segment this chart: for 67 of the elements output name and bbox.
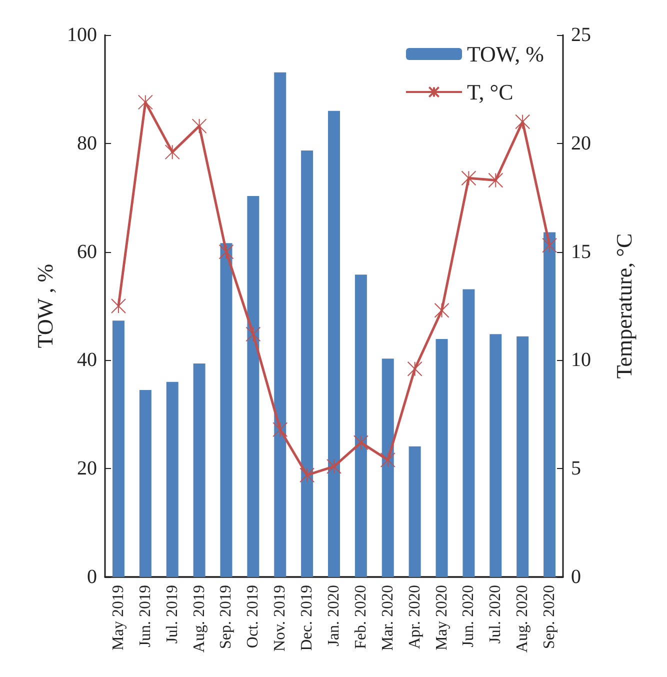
- y2-tick-label: 15: [571, 240, 591, 263]
- legend-label: T, °C: [467, 80, 514, 104]
- bar: [462, 289, 475, 577]
- point: [461, 170, 476, 186]
- bar: [301, 150, 314, 577]
- x-tick-label: Jul. 2020: [487, 585, 504, 644]
- y-tick-label: 80: [77, 132, 97, 154]
- point: [164, 144, 180, 160]
- x-tick-label: Mar. 2020: [379, 585, 396, 651]
- y-tick-label: 0: [87, 566, 97, 588]
- y2-tick-label: 25: [571, 24, 591, 46]
- point: [434, 302, 450, 318]
- y-tick-label: 40: [77, 349, 97, 372]
- point: [110, 298, 126, 314]
- x-tick-label: Sep. 2019: [218, 585, 235, 649]
- y-tick-label: 100: [67, 24, 97, 46]
- y-tick-label: 60: [77, 240, 97, 263]
- point: [515, 114, 530, 130]
- bar: [328, 110, 340, 577]
- x-tick-label: Dec. 2019: [298, 585, 316, 651]
- x-tick-label: Aug. 2019: [190, 585, 208, 653]
- y-axis-title: TOW , %: [32, 264, 58, 348]
- point: [246, 326, 261, 342]
- point: [542, 238, 558, 253]
- x-tick-label: May 2020: [433, 585, 450, 650]
- x-tick-label: Nov. 2019: [272, 585, 289, 652]
- x-tick-label: Jun. 2020: [460, 585, 478, 648]
- bar: [220, 243, 232, 577]
- y2-tick-label: 10: [571, 349, 591, 372]
- bar: [193, 363, 206, 577]
- x-tick-label: May 2019: [110, 585, 127, 650]
- bar: [274, 72, 286, 577]
- x-tick-label: Feb. 2020: [352, 585, 370, 649]
- point: [138, 94, 153, 110]
- bar: [166, 382, 178, 577]
- x-tick-label: Oct. 2019: [244, 585, 262, 648]
- point: [380, 452, 396, 468]
- bar: [544, 232, 556, 577]
- y2-axis-title: Temperature, °C: [612, 233, 636, 379]
- point: [488, 172, 504, 188]
- bar: [112, 320, 124, 577]
- x-tick-label: Jan. 2020: [326, 585, 342, 646]
- bar: [490, 334, 502, 577]
- bar: [354, 274, 367, 577]
- point: [300, 468, 315, 483]
- x-tick-label: Jun. 2019: [136, 585, 154, 648]
- y2-tick-label: 20: [571, 132, 591, 154]
- point: [353, 435, 368, 450]
- y2-tick-label: 5: [571, 458, 581, 480]
- point: [192, 118, 207, 134]
- bar: [408, 446, 421, 577]
- point: [272, 422, 288, 438]
- y-tick-label: 20: [77, 458, 97, 480]
- bar: [382, 358, 394, 577]
- point: [218, 244, 234, 260]
- point: [407, 361, 422, 376]
- bar: [516, 336, 529, 577]
- bar: [139, 390, 152, 577]
- x-tick-label: Apr. 2020: [406, 585, 424, 649]
- legend-label: TOW, %: [467, 42, 544, 66]
- x-tick-label: Aug. 2020: [514, 585, 532, 653]
- x-tick-label: Jul. 2019: [164, 585, 181, 644]
- x-tick-label: Sep. 2020: [541, 585, 558, 649]
- bar: [436, 339, 448, 577]
- point: [326, 458, 342, 474]
- bar: [247, 196, 260, 577]
- y2-tick-label: 0: [571, 566, 581, 588]
